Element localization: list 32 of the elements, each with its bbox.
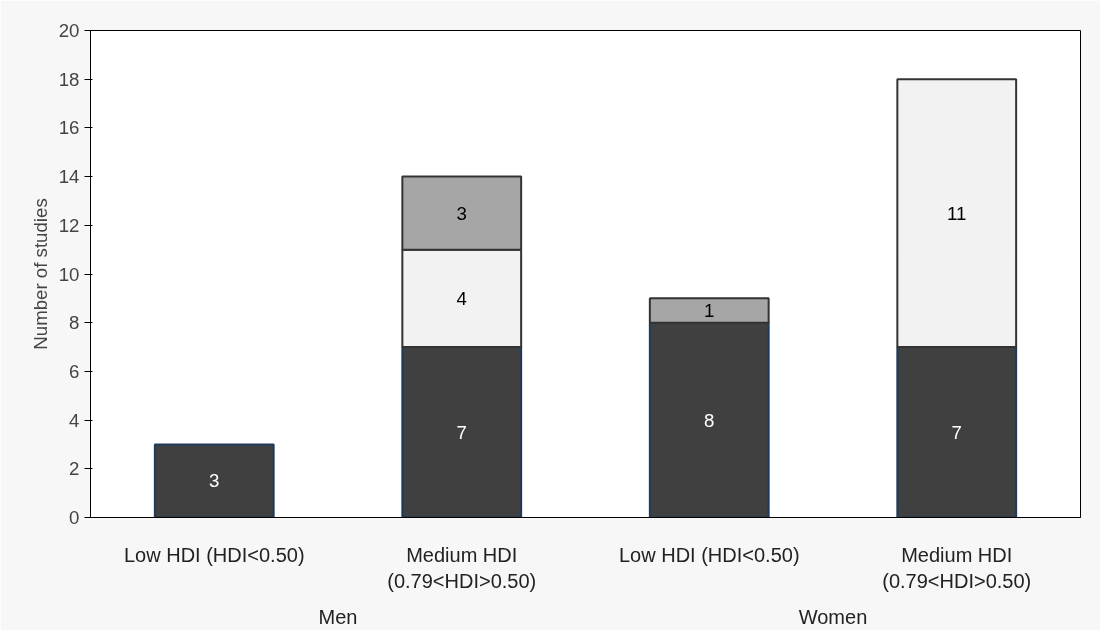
y-tick-label: 6 [69, 360, 80, 382]
data-label: 7 [456, 421, 467, 443]
data-label: 11 [947, 202, 967, 224]
x-tick-label: Low HDI (HDI<0.50) [123, 543, 305, 566]
y-tick-label: 8 [69, 312, 80, 334]
x-tick-label: Medium HDI (0.79<HDI>0.50) [387, 543, 537, 592]
x-tick-label: Medium HDI (0.79<HDI>0.50) [882, 543, 1032, 592]
y-tick-label: 0 [69, 507, 80, 528]
bar [648, 321, 770, 518]
bar [401, 346, 523, 518]
y-tick-label: 14 [58, 166, 80, 188]
y-tick-label: 16 [58, 117, 80, 139]
y-tick-label: 12 [58, 214, 80, 236]
text: Men [318, 605, 358, 628]
y-tick-label: 20 [58, 20, 80, 41]
data-label: 3 [209, 470, 220, 492]
y-tick-label: 2 [69, 458, 80, 480]
y-axis-title: Number of studies [29, 198, 51, 350]
data-label: 1 [704, 300, 715, 322]
bar [153, 443, 275, 518]
data-label: 4 [456, 287, 467, 309]
data-label: 7 [951, 421, 962, 443]
bar [896, 78, 1018, 349]
bar [648, 297, 770, 324]
data-label: 3 [456, 202, 467, 224]
y-tick-label: 4 [69, 409, 80, 431]
bar [896, 346, 1018, 518]
data-label: 8 [704, 409, 715, 431]
x-tick-label: Low HDI (HDI<0.50) [618, 543, 800, 566]
y-tick-label: 18 [58, 68, 80, 90]
y-tick-label: 10 [58, 263, 80, 285]
text: Women [798, 605, 868, 628]
